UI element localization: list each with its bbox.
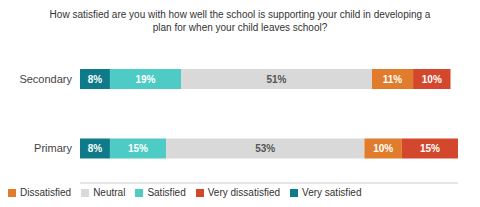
svg-text:53%: 53% xyxy=(255,143,275,154)
svg-text:15%: 15% xyxy=(420,143,440,154)
html-text:How satisfied are you with how: How satisfied are you with how well the … xyxy=(49,9,431,33)
svg-text:Primary: Primary xyxy=(34,142,72,154)
svg-text:15%: 15% xyxy=(128,143,148,154)
html-text:Satisfied: Satisfied xyxy=(147,187,186,198)
svg-text:10%: 10% xyxy=(422,74,442,85)
svg-text:8%: 8% xyxy=(88,143,103,154)
svg-text:51%: 51% xyxy=(266,74,286,85)
html-text:Neutral: Neutral xyxy=(93,187,126,198)
svg-text:Secondary: Secondary xyxy=(19,73,72,85)
html-text:Very satisfied: Very satisfied xyxy=(302,187,362,198)
svg-text:11%: 11% xyxy=(383,74,403,85)
html-text:Very dissatisfied: Very dissatisfied xyxy=(207,187,280,198)
html-text:Dissatisfied: Dissatisfied xyxy=(20,187,72,198)
svg-text:8%: 8% xyxy=(88,74,103,85)
svg-text:10%: 10% xyxy=(373,143,393,154)
svg-text:19%: 19% xyxy=(135,74,155,85)
